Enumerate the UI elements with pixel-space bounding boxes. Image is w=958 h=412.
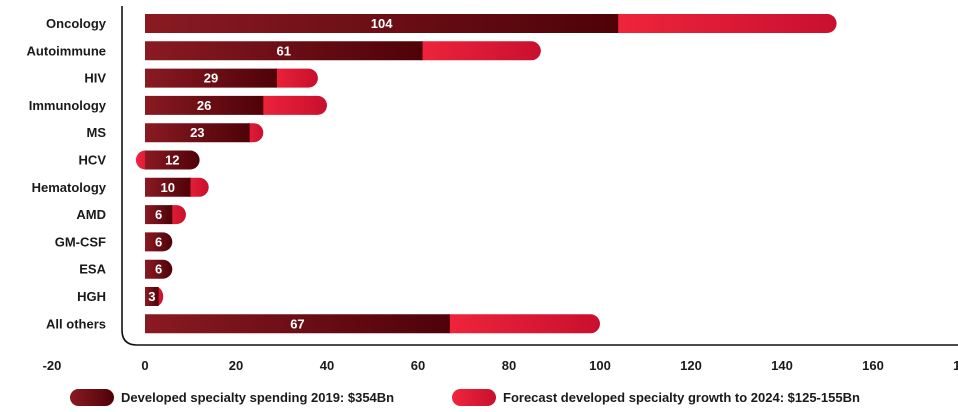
bar-spending-2019-hcv bbox=[145, 150, 200, 170]
x-tick-label: 20 bbox=[229, 358, 243, 373]
x-tick-label: 60 bbox=[411, 358, 425, 373]
x-tick-label: 160 bbox=[862, 358, 884, 373]
bar-spending-2019-immunology bbox=[145, 95, 264, 115]
category-label-oncology: Oncology bbox=[46, 16, 107, 31]
chart-axis bbox=[121, 6, 958, 346]
bar-forecast-immunology bbox=[253, 95, 327, 115]
x-axis-tick-labels: -20 0 20 40 60 80 100 120 140 160 180 bbox=[43, 358, 958, 373]
category-label-hgh: HGH bbox=[77, 289, 106, 304]
category-label-all-others: All others bbox=[46, 316, 106, 331]
legend-label-spending-2019: Developed specialty spending 2019: $354B… bbox=[121, 389, 395, 405]
value-label-autoimmune: 61 bbox=[277, 43, 291, 58]
value-label-hgh: 3 bbox=[148, 289, 155, 304]
category-label-autoimmune: Autoimmune bbox=[27, 43, 106, 58]
bar-spending-2019-gm-csf bbox=[145, 232, 173, 252]
legend: Developed specialty spending 2019: $354B… bbox=[0, 386, 958, 410]
category-label-ms: MS bbox=[87, 125, 107, 140]
bar-spending-2019-hiv bbox=[145, 68, 277, 88]
x-tick-label: 100 bbox=[589, 358, 611, 373]
x-tick-label: -20 bbox=[43, 358, 62, 373]
legend-item-forecast-growth: Forecast developed specialty growth to 2… bbox=[452, 386, 860, 408]
legend-swatch-spending-2019 bbox=[70, 388, 114, 406]
x-tick-label: 120 bbox=[680, 358, 702, 373]
value-label-hematology: 10 bbox=[161, 180, 175, 195]
bar-forecast-all-others bbox=[440, 314, 600, 334]
x-tick-label: 40 bbox=[320, 358, 334, 373]
bar-forecast-autoimmune bbox=[413, 41, 541, 61]
bar-spending-2019-autoimmune bbox=[145, 41, 423, 61]
category-label-immunology: Immunology bbox=[29, 98, 107, 113]
x-tick-label: 180 bbox=[953, 358, 958, 373]
legend-swatch-forecast-growth bbox=[452, 388, 496, 406]
x-tick-label: 140 bbox=[771, 358, 793, 373]
bar-spending-2019-oncology bbox=[145, 14, 619, 33]
category-labels: Oncology Autoimmune HIV Immunology MS HCV Hema… bbox=[27, 16, 107, 331]
bar-forecast-oncology bbox=[608, 14, 837, 33]
category-label-hematology: Hematology bbox=[32, 180, 107, 195]
value-label-hiv: 29 bbox=[204, 71, 218, 86]
category-label-gm-csf: GM-CSF bbox=[55, 234, 106, 249]
category-label-hiv: HIV bbox=[84, 71, 106, 86]
bar-spending-2019-amd bbox=[145, 205, 173, 225]
value-label-oncology: 104 bbox=[371, 16, 393, 31]
bar-spending-2019-all-others bbox=[145, 314, 450, 334]
value-label-esa: 6 bbox=[155, 262, 162, 277]
value-label-amd: 6 bbox=[155, 207, 162, 222]
value-label-ms: 23 bbox=[190, 125, 204, 140]
bar-spending-2019-esa bbox=[145, 259, 173, 279]
axis-line bbox=[121, 6, 958, 346]
value-label-hcv: 12 bbox=[165, 153, 179, 168]
legend-item-spending-2019: Developed specialty spending 2019: $354B… bbox=[70, 386, 394, 408]
category-label-hcv: HCV bbox=[79, 153, 107, 168]
bar-forecast-hiv bbox=[267, 68, 318, 88]
value-label-all-others: 67 bbox=[290, 316, 304, 331]
legend-label-forecast-growth: Forecast developed specialty growth to 2… bbox=[503, 389, 860, 405]
x-tick-label: 0 bbox=[141, 358, 148, 373]
category-label-esa: ESA bbox=[79, 262, 106, 277]
bar-spending-2019-hgh bbox=[145, 287, 159, 306]
bar-spending-2019-hematology bbox=[145, 177, 191, 197]
category-label-amd: AMD bbox=[76, 207, 106, 222]
x-tick-label: 80 bbox=[502, 358, 516, 373]
value-label-gm-csf: 6 bbox=[155, 234, 162, 249]
bar-spending-2019-ms bbox=[145, 123, 250, 143]
value-label-immunology: 26 bbox=[197, 98, 211, 113]
